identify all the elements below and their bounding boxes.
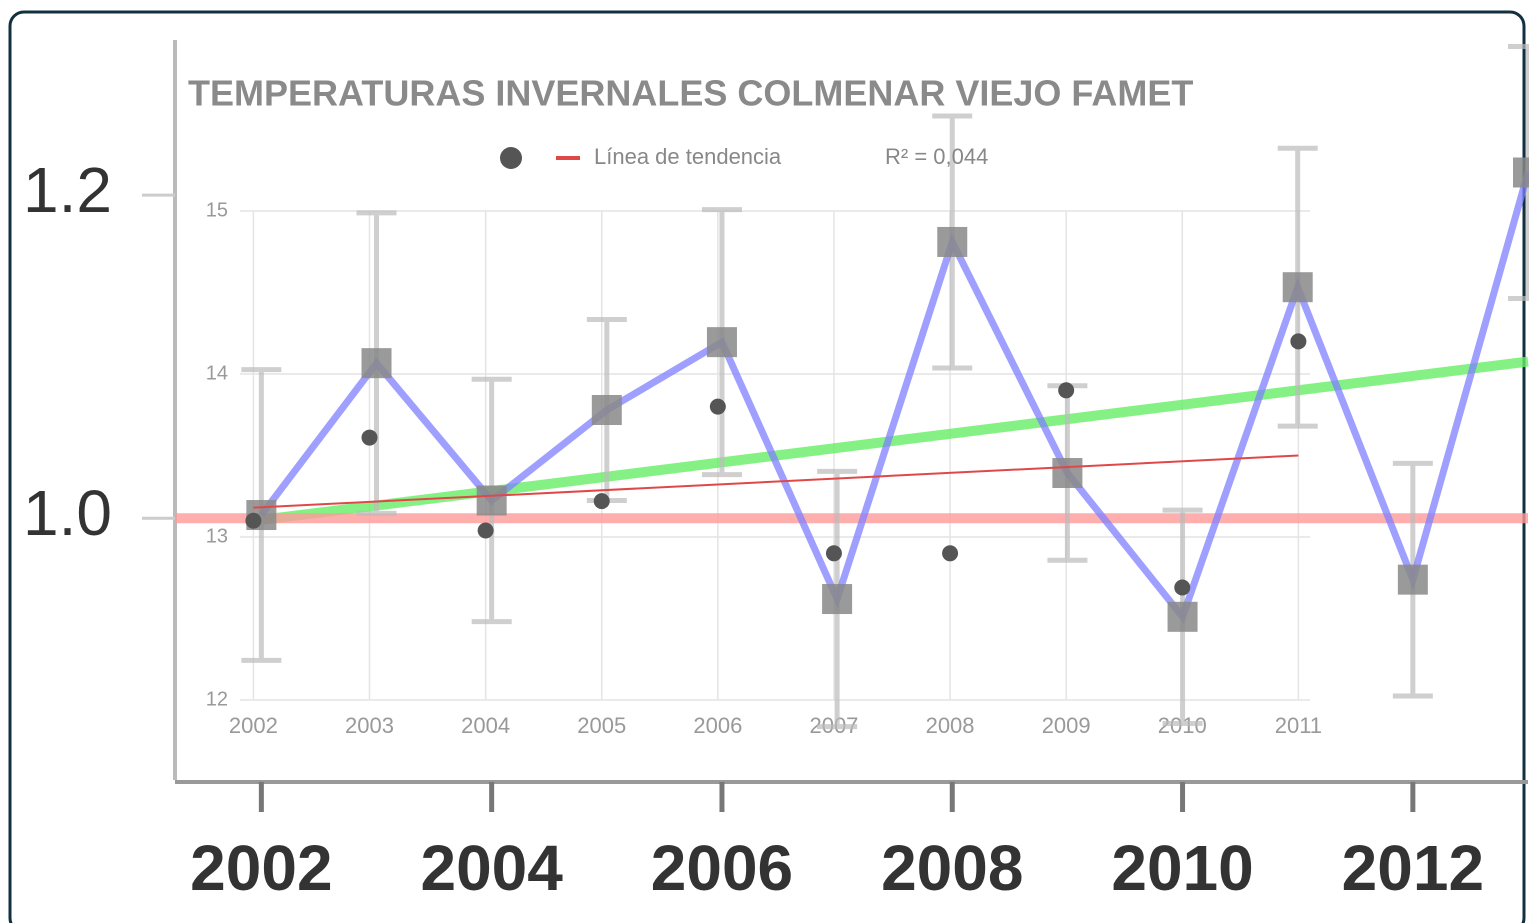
point xyxy=(593,493,610,510)
x-tick-label: 2010 xyxy=(1111,832,1253,904)
reference-line xyxy=(260,356,1529,525)
point xyxy=(1290,333,1307,350)
x-tick-label: 2002 xyxy=(229,713,278,738)
x-tick-label: 2006 xyxy=(651,832,793,904)
point xyxy=(709,398,726,415)
point xyxy=(245,512,262,529)
x-tick-label: 2011 xyxy=(1275,713,1322,738)
marker xyxy=(1397,564,1428,595)
y-tick-label: 1.0 xyxy=(23,477,112,549)
series-line xyxy=(258,171,1529,624)
y-tick-label: 1.2 xyxy=(23,154,112,226)
point xyxy=(1174,579,1191,596)
marker xyxy=(476,485,507,516)
point xyxy=(825,545,842,562)
x-tick-label: 2012 xyxy=(1342,832,1484,904)
marker xyxy=(1167,601,1198,632)
marker xyxy=(822,584,853,615)
x-tick-label: 2008 xyxy=(926,713,975,738)
point xyxy=(477,522,494,539)
marker xyxy=(1513,157,1529,188)
x-tick-label: 2004 xyxy=(461,713,510,738)
x-tick-label: 2006 xyxy=(693,713,742,738)
x-tick-label: 2004 xyxy=(420,832,563,904)
point xyxy=(361,429,378,446)
marker xyxy=(706,327,737,358)
marker xyxy=(1052,458,1083,489)
y-tick-label: 14 xyxy=(206,362,228,384)
chart-title: TEMPERATURAS INVERNALES COLMENAR VIEJO F… xyxy=(188,73,1193,114)
marker xyxy=(591,395,622,425)
point xyxy=(942,545,959,562)
frame xyxy=(8,10,1526,923)
legend-label: Línea de tendencia xyxy=(594,144,782,169)
marker xyxy=(1282,272,1313,303)
legend-marker xyxy=(500,147,522,169)
marker xyxy=(361,348,392,379)
point xyxy=(1058,382,1075,399)
x-tick-label: 2009 xyxy=(1042,713,1091,738)
y-tick-label: 12 xyxy=(206,688,228,710)
y-tick-label: 15 xyxy=(206,199,228,221)
y-tick-label: 13 xyxy=(206,525,228,547)
x-tick-label: 2005 xyxy=(577,713,626,738)
x-tick-label: 2003 xyxy=(345,713,394,738)
marker xyxy=(937,226,968,257)
annotation: R² = 0,044 xyxy=(885,144,988,169)
x-tick-label: 2008 xyxy=(881,832,1023,904)
trend-line xyxy=(253,454,1299,509)
x-tick-label: 2002 xyxy=(190,832,332,904)
